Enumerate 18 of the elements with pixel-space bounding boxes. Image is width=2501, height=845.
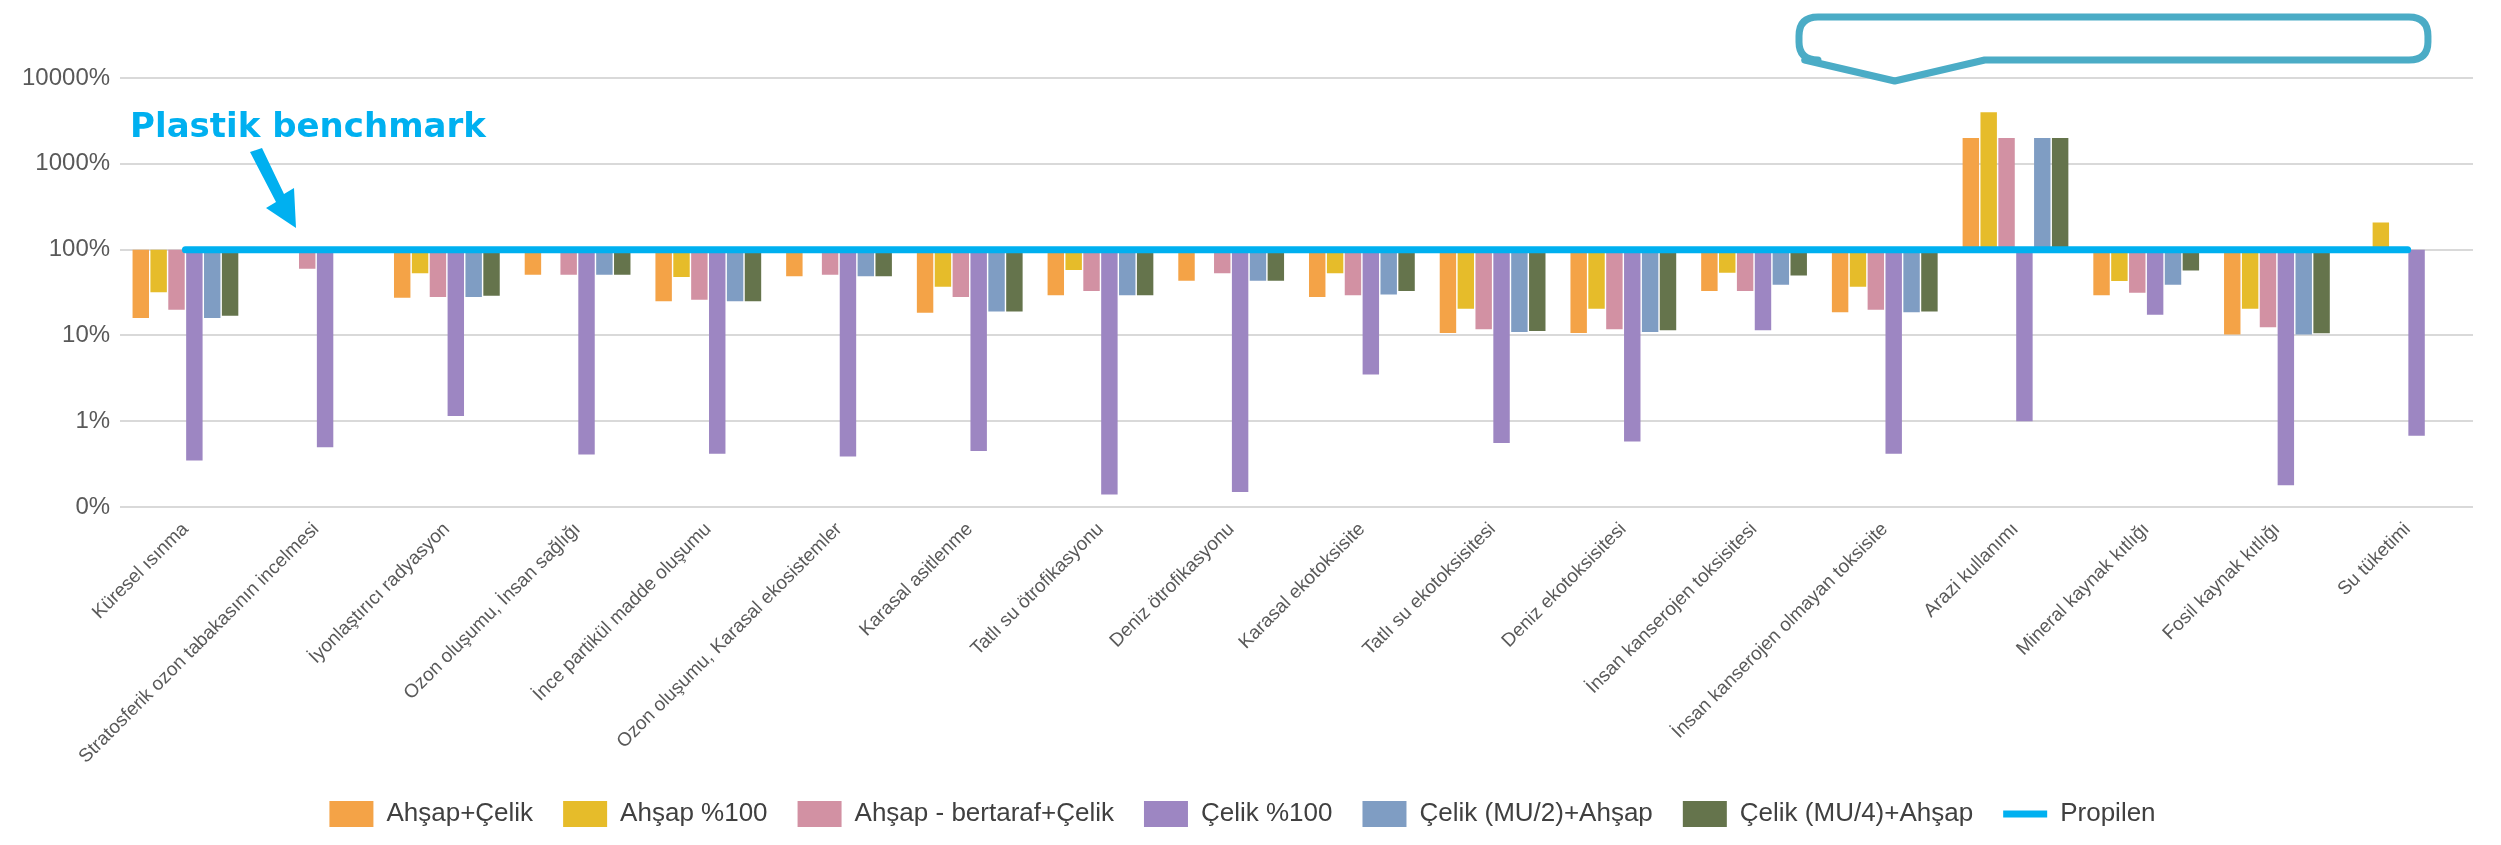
bar xyxy=(150,249,167,293)
y-tick-label: 100% xyxy=(48,234,111,262)
legend-label: Ahşap %100 xyxy=(620,797,768,828)
y-tick-label: 1% xyxy=(75,405,111,433)
y-tick-label: 1000% xyxy=(35,148,111,176)
y-tick-label: 10000% xyxy=(22,62,111,90)
legend-label: Ahşap+Çelik xyxy=(386,797,535,828)
legend-label: Çelik (MU/2)+Ahşap xyxy=(1419,797,1653,828)
y-tick-label: 10% xyxy=(62,320,111,348)
legend-label: Çelik %100 xyxy=(1200,797,1333,828)
legend-label: Çelik (MU/4)+Ahşap xyxy=(1739,797,1974,828)
bar xyxy=(132,249,149,318)
annotation: Plastik benchmark xyxy=(130,104,488,145)
y-tick-label: 0% xyxy=(75,491,111,519)
legend-label: Ahşap - bertaraf+Çelik xyxy=(854,797,1115,828)
bar xyxy=(168,249,185,310)
bar xyxy=(2408,249,2425,436)
legend-label: Propilen xyxy=(2060,797,2156,828)
